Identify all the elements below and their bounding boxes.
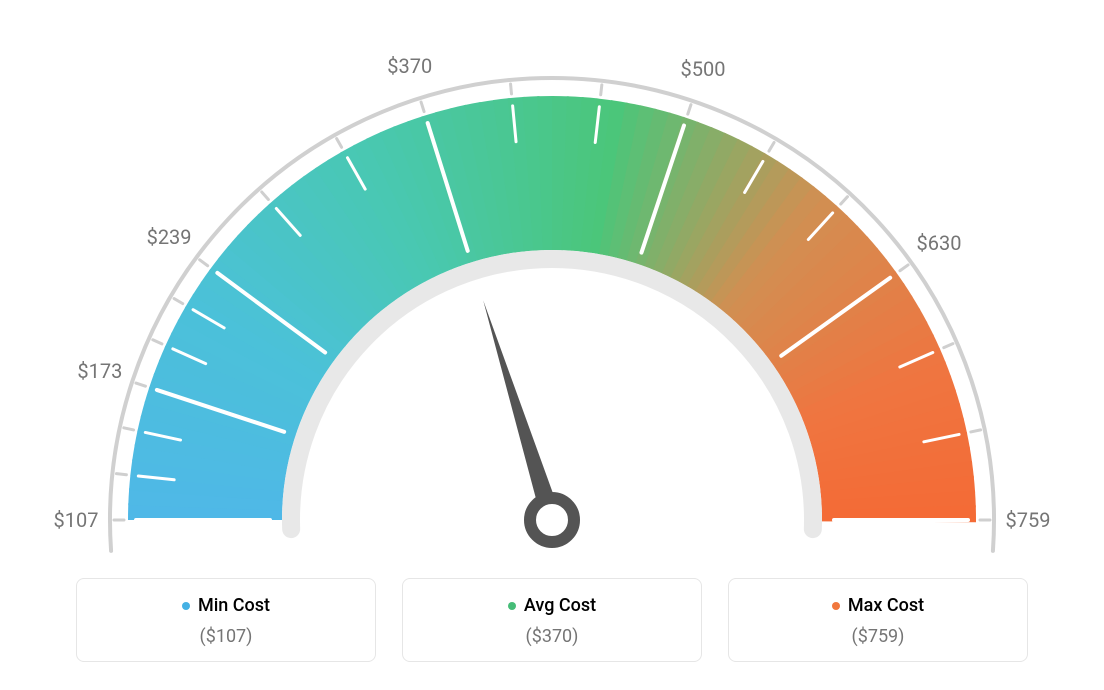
gauge-tick-label: $173 (77, 359, 122, 383)
legend-dot-max (832, 602, 840, 610)
legend-label-avg: Avg Cost (524, 595, 596, 616)
legend-row: Min Cost ($107) Avg Cost ($370) Max Cost… (0, 578, 1104, 663)
legend-value-avg: ($370) (403, 626, 701, 647)
gauge-tick-label: $107 (54, 508, 99, 532)
gauge-tick-label: $500 (681, 57, 726, 81)
gauge-tick-label: $759 (1006, 508, 1051, 532)
legend-value-min: ($107) (77, 626, 375, 647)
gauge-tick-label: $239 (147, 225, 192, 249)
legend-dot-min (182, 602, 190, 610)
legend-card-avg: Avg Cost ($370) (402, 578, 702, 663)
legend-label-max: Max Cost (848, 595, 924, 616)
legend-label-min: Min Cost (198, 595, 270, 616)
gauge-tick-label: $370 (387, 54, 432, 78)
legend-value-max: ($759) (729, 626, 1027, 647)
legend-dot-avg (508, 602, 516, 610)
cost-gauge: $107 $173 $239 $370 $500 $630 $759 (0, 0, 1104, 560)
legend-card-min: Min Cost ($107) (76, 578, 376, 663)
gauge-tick-label: $630 (916, 231, 961, 255)
legend-card-max: Max Cost ($759) (728, 578, 1028, 663)
